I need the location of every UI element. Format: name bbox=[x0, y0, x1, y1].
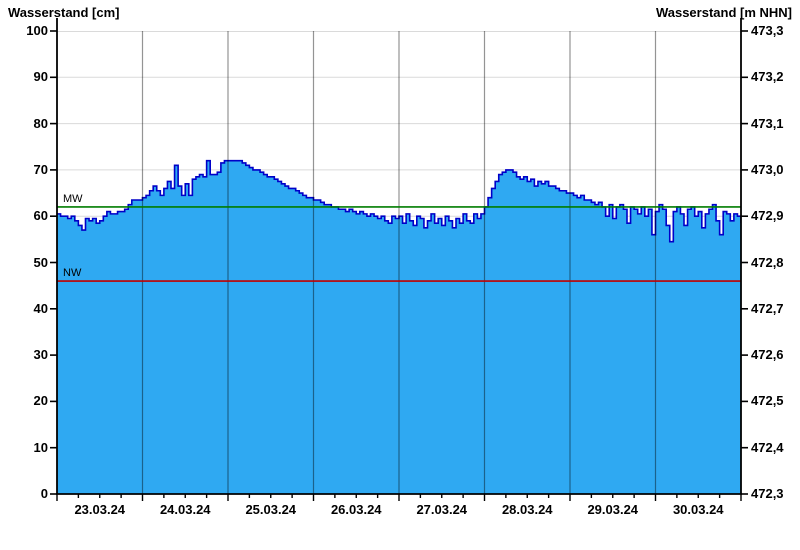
x-axis-tick-23.03.24: 23.03.24 bbox=[74, 502, 126, 517]
right-axis-tick-473-2: 473,2 bbox=[751, 69, 784, 85]
x-axis-tick-24.03.24: 24.03.24 bbox=[159, 502, 211, 517]
x-axis-tick-29.03.24: 29.03.24 bbox=[587, 502, 639, 517]
left-axis-title: Wasserstand [cm] bbox=[8, 5, 120, 20]
water-level-area bbox=[57, 160, 741, 494]
left-axis-tick-20: 20 bbox=[33, 393, 48, 409]
left-axis-tick-30: 30 bbox=[33, 347, 48, 363]
right-axis-tick-472-4: 472,4 bbox=[751, 439, 784, 455]
x-axis-tick-27.03.24: 27.03.24 bbox=[416, 502, 468, 517]
left-axis-tick-40: 40 bbox=[33, 300, 48, 316]
right-axis-title: Wasserstand [m NHN] bbox=[655, 5, 792, 20]
left-axis-tick-60: 60 bbox=[33, 208, 48, 224]
water-level-line bbox=[57, 159, 741, 243]
right-axis-tick-473-0: 473,0 bbox=[751, 161, 784, 177]
right-axis-tick-472-3: 472,3 bbox=[751, 486, 784, 501]
x-axis-tick-25.03.24: 25.03.24 bbox=[245, 502, 297, 517]
right-axis-tick-473-3: 473,3 bbox=[751, 23, 784, 38]
right-axis-tick-472-6: 472,6 bbox=[751, 347, 784, 363]
nw-reference-label: NW bbox=[63, 267, 82, 280]
left-axis-tick-80: 80 bbox=[33, 115, 48, 131]
left-axis-tick-50: 50 bbox=[33, 254, 48, 270]
right-axis-tick-472-7: 472,7 bbox=[751, 300, 784, 316]
mw-reference-label: MW bbox=[63, 192, 83, 205]
x-axis-tick-28.03.24: 28.03.24 bbox=[501, 502, 553, 517]
plot-area bbox=[57, 31, 741, 494]
right-axis-tick-472-8: 472,8 bbox=[751, 254, 784, 270]
left-axis-tick-90: 90 bbox=[33, 69, 48, 85]
right-axis-tick-472-9: 472,9 bbox=[751, 208, 784, 224]
x-axis-tick-26.03.24: 26.03.24 bbox=[330, 502, 382, 517]
x-axis-tick-30.03.24: 30.03.24 bbox=[672, 502, 724, 517]
left-axis-tick-10: 10 bbox=[33, 439, 48, 455]
right-axis-tick-473-1: 473,1 bbox=[751, 115, 784, 131]
left-axis-tick-100: 100 bbox=[26, 23, 48, 38]
left-axis-tick-0: 0 bbox=[40, 486, 48, 501]
left-axis-tick-70: 70 bbox=[33, 161, 48, 177]
right-axis-tick-472-5: 472,5 bbox=[751, 393, 784, 409]
